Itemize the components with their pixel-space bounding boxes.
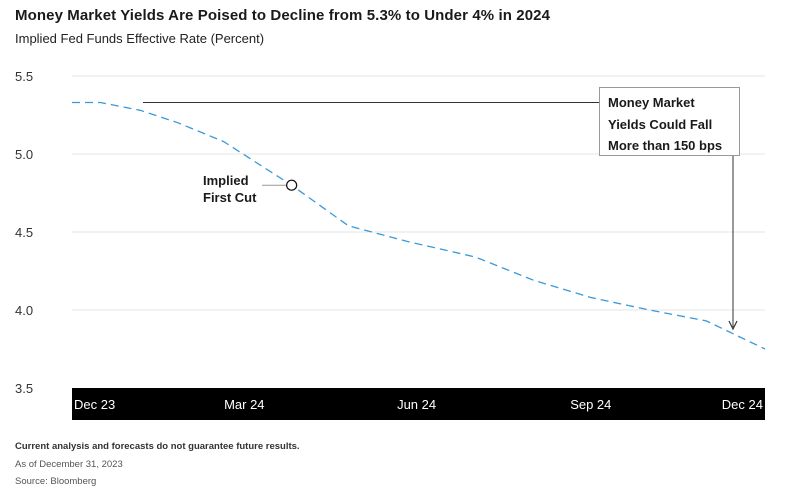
data-point [140,110,141,111]
data-point [764,348,765,349]
callout-box: Money Market Yields Could Fall More than… [599,87,740,156]
data-point [100,102,101,103]
x-tick-label: Dec 24 [722,397,763,412]
data-point [407,241,408,242]
y-tick-label: 5.5 [15,69,33,84]
data-point [223,141,224,142]
x-axis-band [72,388,765,420]
callout-line-2: Yields Could Fall [608,116,713,132]
y-tick-label: 5.0 [15,147,33,162]
line-chart: 5.5 5.0 4.5 4.0 3.5 Dec 23 Mar 24 Jun 24 Sep 24 D… [15,69,766,420]
implied-first-cut-line-1: Implied [203,173,249,188]
data-point [177,122,178,123]
implied-first-cut-label: Implied First Cut [203,172,256,206]
chart-title: Money Market Yields Are Poised to Declin… [15,7,551,24]
series-line [72,101,766,350]
callout-line-3: More than 150 bps [608,138,723,153]
data-point [706,320,707,321]
chart-subtitle: Implied Fed Funds Effective Rate (Percen… [15,31,265,46]
first-cut-marker [286,179,298,191]
x-tick-label: Dec 23 [74,397,115,412]
data-point [71,102,72,103]
implied-first-cut-line-2: First Cut [203,190,257,205]
callout-line-1: Money Market [608,95,695,110]
x-tick-label: Mar 24 [224,397,264,412]
y-tick-label: 4.0 [15,303,33,318]
data-point [649,309,650,310]
data-point [590,297,591,298]
footer-source: Source: Bloomberg [15,476,97,487]
data-point [475,256,476,257]
footer-as-of: As of December 31, 2023 [15,459,123,470]
x-tick-label: Sep 24 [570,397,611,412]
decline-arrowhead [728,320,738,331]
y-tick-label: 4.5 [15,225,33,240]
data-point [348,225,349,226]
x-tick-label: Jun 24 [397,397,436,412]
data-point [533,280,534,281]
y-tick-label: 3.5 [15,381,33,396]
footer-disclaimer: Current analysis and forecasts do not gu… [15,441,300,452]
